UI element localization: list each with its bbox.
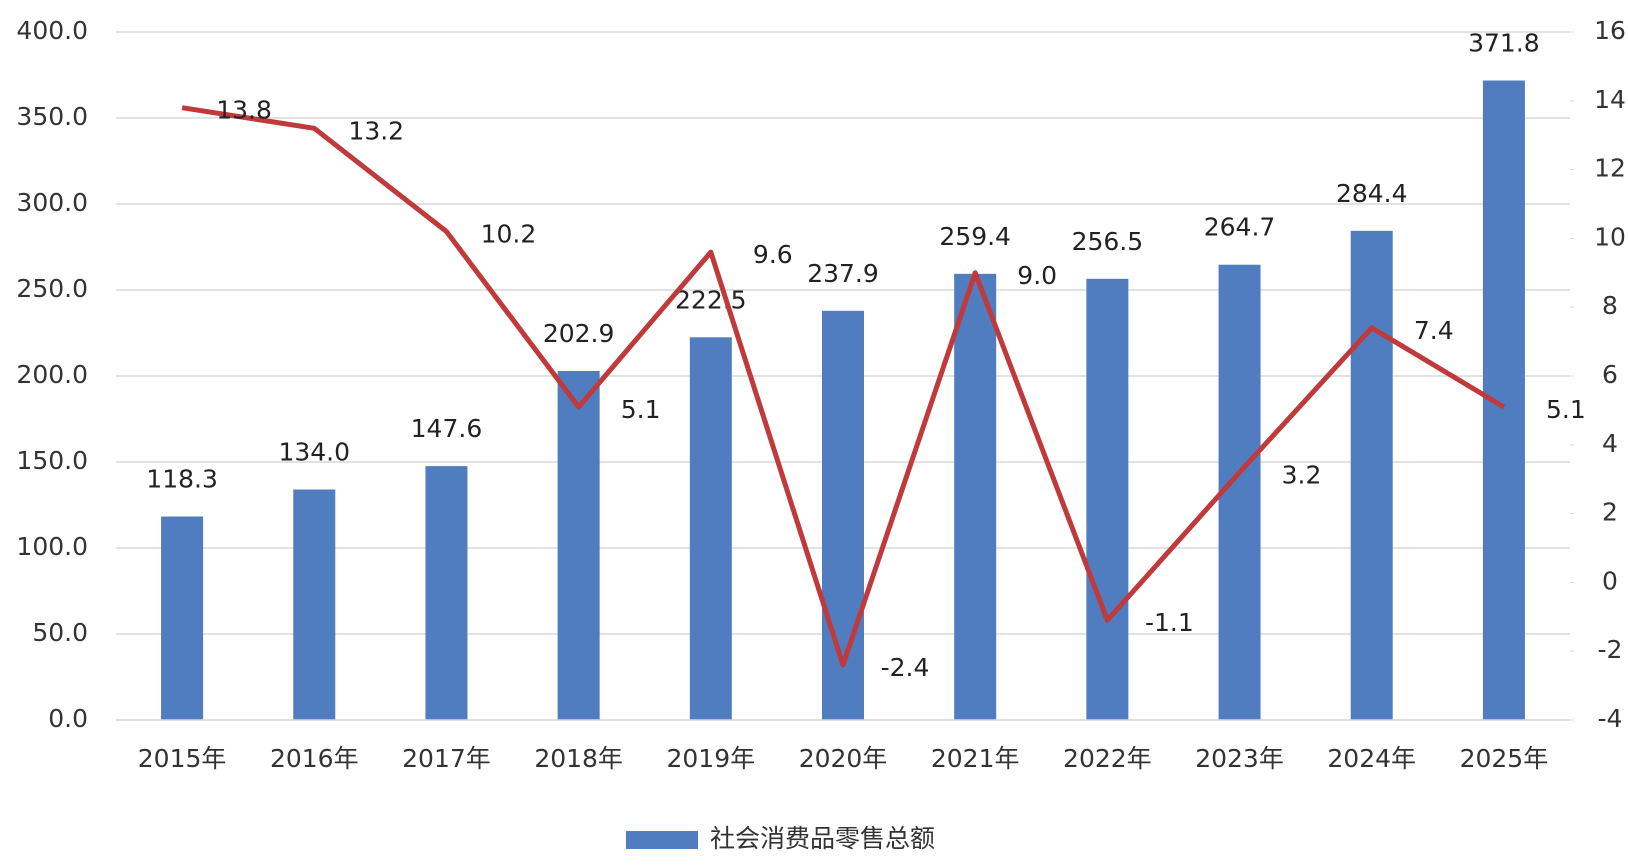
x-tick-label: 2023年 bbox=[1195, 744, 1284, 773]
bar-value-label: 222.5 bbox=[675, 285, 747, 314]
line-value-label: 7.4 bbox=[1414, 316, 1454, 345]
line-value-label: 5.1 bbox=[1546, 395, 1586, 424]
y-tick-label: 250.0 bbox=[16, 274, 88, 303]
legend-label: 社会消费品零售总额 bbox=[710, 824, 935, 853]
line-value-label: 5.1 bbox=[621, 395, 661, 424]
bar bbox=[557, 371, 600, 720]
bar-value-label: 237.9 bbox=[807, 259, 879, 288]
bar bbox=[689, 337, 732, 720]
bar bbox=[161, 516, 204, 720]
line bbox=[181, 105, 1506, 668]
y2-tick-label: 0 bbox=[1602, 566, 1618, 595]
bar-value-label: 134.0 bbox=[278, 438, 350, 467]
y2-tick-label: 8 bbox=[1602, 291, 1618, 320]
x-tick-label: 2025年 bbox=[1460, 744, 1549, 773]
bar-value-label: 256.5 bbox=[1072, 227, 1144, 256]
bar-value-label: 202.9 bbox=[543, 319, 615, 348]
bar bbox=[293, 489, 336, 720]
y-tick-label: 150.0 bbox=[16, 446, 88, 475]
y2-tick-label: 14 bbox=[1594, 85, 1626, 114]
y2-tick-label: -4 bbox=[1598, 704, 1623, 733]
line-value-label: 9.0 bbox=[1017, 261, 1057, 290]
y2-tick-label: -2 bbox=[1598, 635, 1623, 664]
legend-swatch bbox=[626, 831, 698, 849]
x-tick-label: 2021年 bbox=[931, 744, 1020, 773]
y-tick-label: 100.0 bbox=[16, 532, 88, 561]
y-tick-label: 200.0 bbox=[16, 360, 88, 389]
y2-tick-label: 4 bbox=[1602, 429, 1618, 458]
x-tick-label: 2019年 bbox=[667, 744, 756, 773]
line-value-label: 3.2 bbox=[1282, 460, 1322, 489]
bar-value-label: 259.4 bbox=[939, 222, 1011, 251]
y-tick-label: 300.0 bbox=[16, 188, 88, 217]
y2-tick-label: 2 bbox=[1602, 498, 1618, 527]
line-value-label: -1.1 bbox=[1145, 608, 1194, 637]
bar bbox=[1086, 278, 1129, 720]
bar-value-label: 264.7 bbox=[1204, 213, 1276, 242]
line-value-label: 10.2 bbox=[481, 220, 537, 249]
x-tick-label: 2017年 bbox=[402, 744, 491, 773]
x-tick-label: 2022年 bbox=[1063, 744, 1152, 773]
x-tick-label: 2015年 bbox=[138, 744, 227, 773]
bar bbox=[1350, 230, 1393, 720]
x-tick-label: 2016年 bbox=[270, 744, 359, 773]
bar-value-label: 118.3 bbox=[146, 465, 218, 494]
bar-value-label: 371.8 bbox=[1468, 29, 1540, 58]
y2-tick-label: 12 bbox=[1594, 154, 1626, 183]
bar bbox=[822, 310, 864, 720]
x-tick-label: 2020年 bbox=[799, 744, 888, 773]
y-tick-label: 0.0 bbox=[48, 704, 88, 733]
bar bbox=[1218, 264, 1261, 720]
y2-tick-label: 10 bbox=[1594, 222, 1626, 251]
bar bbox=[954, 273, 997, 720]
x-tick-label: 2018年 bbox=[534, 744, 623, 773]
line-value-label: 13.8 bbox=[216, 96, 272, 125]
line-value-label: 13.2 bbox=[348, 116, 404, 145]
bar-value-label: 147.6 bbox=[411, 414, 483, 443]
y2-tick-label: 6 bbox=[1602, 360, 1618, 389]
line-value-label: -2.4 bbox=[881, 653, 930, 682]
line-value-label: 9.6 bbox=[753, 240, 793, 269]
y-tick-label: 400.0 bbox=[16, 16, 88, 45]
y2-tick-label: 16 bbox=[1594, 16, 1626, 45]
y-tick-label: 350.0 bbox=[16, 102, 88, 131]
bar-value-label: 284.4 bbox=[1336, 179, 1408, 208]
bar bbox=[425, 466, 468, 720]
y-tick-label: 50.0 bbox=[32, 618, 88, 647]
x-tick-label: 2024年 bbox=[1327, 744, 1416, 773]
